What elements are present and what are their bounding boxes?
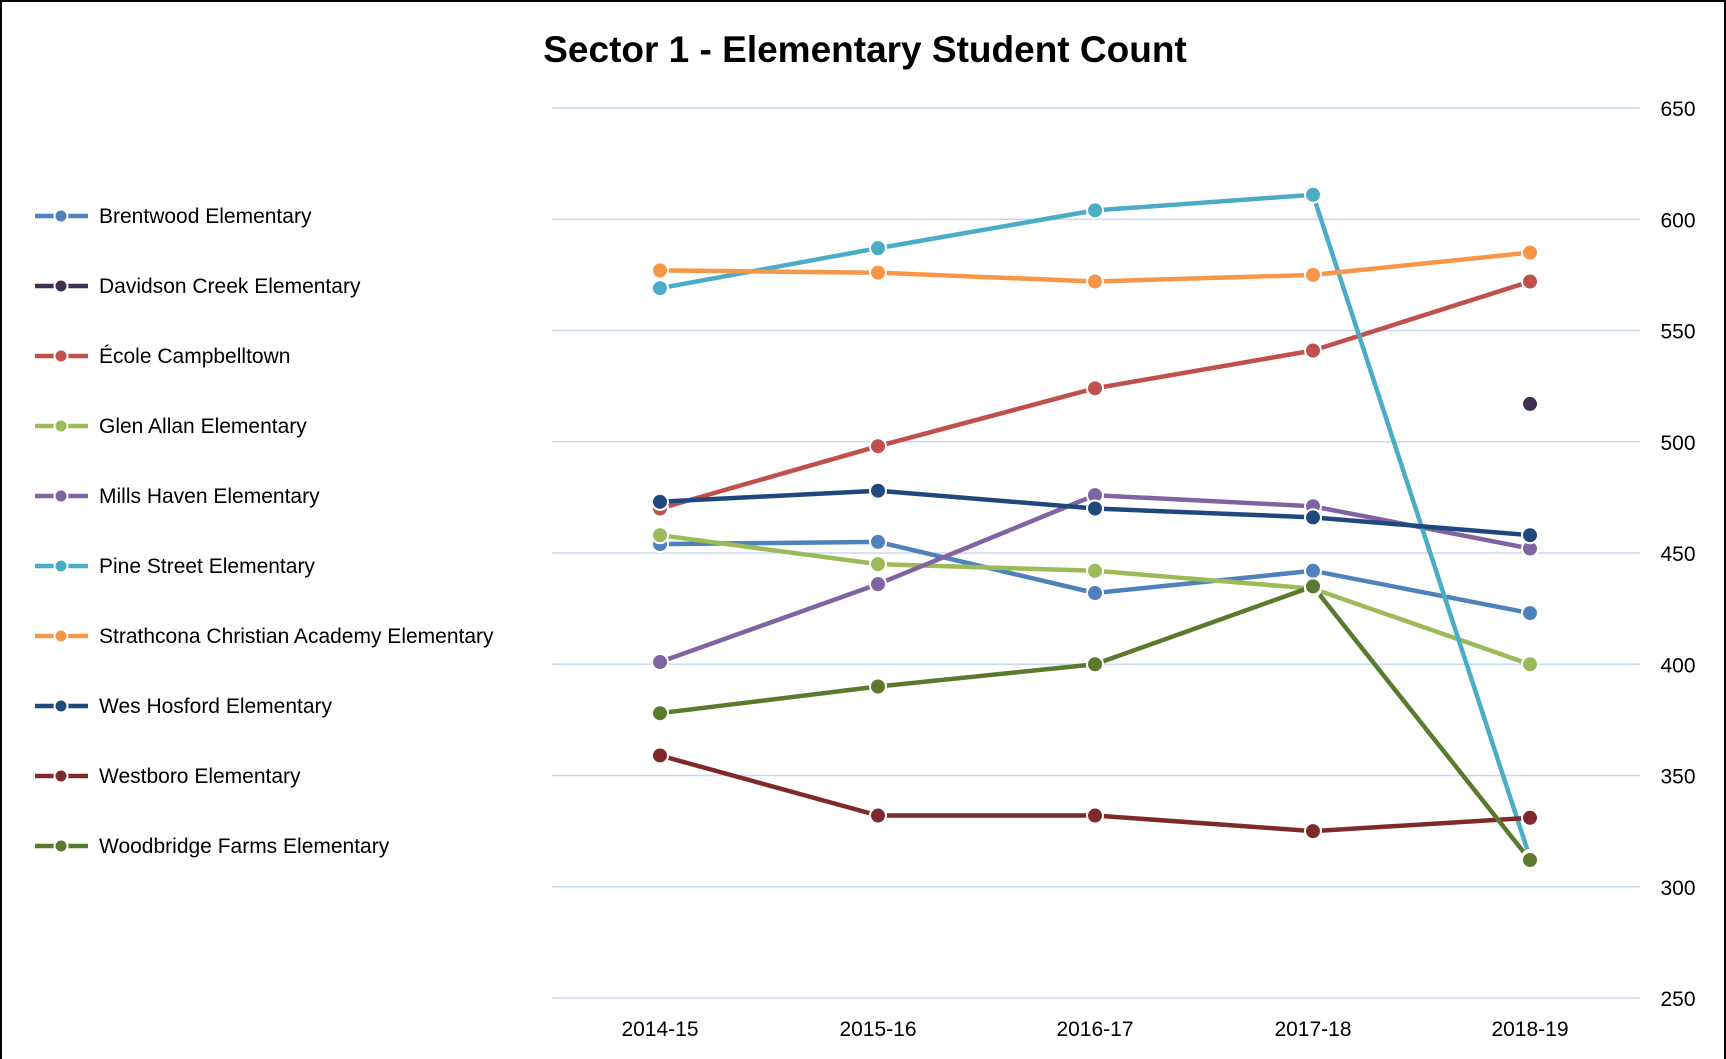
- data-point: [1086, 655, 1104, 674]
- data-point: [869, 263, 887, 282]
- series-points: [651, 185, 1539, 870]
- legend-item: École Campbelltown: [35, 345, 290, 368]
- data-point: [1304, 561, 1322, 580]
- legend-item: Glen Allan Elementary: [35, 415, 307, 438]
- data-point: [1304, 508, 1322, 527]
- legend-label: Pine Street Elementary: [99, 555, 315, 578]
- chart-title: Sector 1 - Elementary Student Count: [543, 29, 1187, 70]
- legend-marker: [53, 768, 69, 784]
- legend-label: Brentwood Elementary: [99, 205, 312, 228]
- data-point: [869, 575, 887, 594]
- data-point: [651, 492, 669, 511]
- y-tick-label: 350: [1660, 766, 1695, 789]
- gridlines: [552, 107, 1640, 999]
- legend-marker: [53, 838, 69, 854]
- data-point: [1304, 185, 1322, 204]
- data-point: [651, 653, 669, 672]
- data-point: [651, 704, 669, 723]
- y-tick-label: 600: [1660, 209, 1695, 232]
- legend-item: Woodbridge Farms Elementary: [35, 835, 390, 858]
- data-point: [1521, 851, 1539, 870]
- data-point: [1086, 379, 1104, 398]
- legend-label: École Campbelltown: [99, 345, 290, 368]
- data-point: [1521, 808, 1539, 827]
- x-tick-label: 2018-19: [1491, 1018, 1568, 1041]
- y-tick-label: 250: [1660, 988, 1695, 1011]
- data-point: [869, 532, 887, 551]
- data-point: [651, 279, 669, 298]
- data-point: [1304, 822, 1322, 841]
- x-tick-label: 2016-17: [1056, 1018, 1133, 1041]
- data-point: [869, 239, 887, 258]
- data-point: [869, 806, 887, 825]
- y-tick-label: 500: [1660, 432, 1695, 455]
- legend-item: Pine Street Elementary: [35, 555, 315, 578]
- data-point: [1304, 577, 1322, 596]
- legend-marker: [53, 558, 69, 574]
- data-point: [651, 746, 669, 765]
- legend-label: Strathcona Christian Academy Elementary: [99, 625, 494, 648]
- data-point: [1304, 341, 1322, 360]
- legend-marker: [53, 208, 69, 224]
- data-point: [651, 261, 669, 280]
- x-tick-label: 2015-16: [839, 1018, 916, 1041]
- legend-marker: [53, 418, 69, 434]
- y-tick-label: 650: [1660, 98, 1695, 121]
- data-point: [1521, 243, 1539, 262]
- legend: Brentwood Elementary Davidson Creek Eleme…: [35, 205, 494, 858]
- legend-label: Mills Haven Elementary: [99, 485, 320, 508]
- legend-item: Davidson Creek Elementary: [35, 275, 361, 298]
- data-point: [651, 526, 669, 545]
- data-point: [1086, 561, 1104, 580]
- data-point: [1086, 272, 1104, 291]
- legend-item: Westboro Elementary: [35, 765, 301, 788]
- x-axis-ticks: 2014-15 2015-16 2016-17 2017-18 2018-19: [621, 1018, 1568, 1041]
- data-point: [869, 555, 887, 574]
- data-point: [1521, 604, 1539, 623]
- data-point: [1521, 655, 1539, 674]
- y-tick-label: 400: [1660, 654, 1695, 677]
- data-point: [1521, 526, 1539, 545]
- data-point: [1521, 394, 1539, 413]
- legend-label: Davidson Creek Elementary: [99, 275, 361, 298]
- legend-marker: [53, 698, 69, 714]
- legend-marker: [53, 488, 69, 504]
- legend-label: Wes Hosford Elementary: [99, 695, 333, 718]
- x-tick-label: 2014-15: [621, 1018, 698, 1041]
- legend-label: Westboro Elementary: [99, 765, 301, 788]
- legend-label: Woodbridge Farms Elementary: [99, 835, 390, 858]
- legend-item: Wes Hosford Elementary: [35, 695, 333, 718]
- legend-marker: [53, 628, 69, 644]
- data-point: [869, 481, 887, 500]
- legend-item: Brentwood Elementary: [35, 205, 312, 228]
- y-tick-label: 300: [1660, 877, 1695, 900]
- data-point: [869, 437, 887, 456]
- legend-item: Strathcona Christian Academy Elementary: [35, 625, 494, 648]
- data-point: [1304, 265, 1322, 284]
- x-tick-label: 2017-18: [1274, 1018, 1351, 1041]
- legend-marker: [53, 348, 69, 364]
- data-point: [1521, 272, 1539, 291]
- data-point: [1086, 584, 1104, 603]
- data-point: [1086, 499, 1104, 518]
- legend-label: Glen Allan Elementary: [99, 415, 307, 438]
- data-point: [869, 677, 887, 696]
- data-point: [1086, 201, 1104, 220]
- y-tick-label: 550: [1660, 321, 1695, 344]
- y-axis-ticks: 250 300 350 400 450 500 550 600 650: [1660, 98, 1695, 1011]
- data-point: [1086, 806, 1104, 825]
- legend-item: Mills Haven Elementary: [35, 485, 320, 508]
- y-tick-label: 450: [1660, 543, 1695, 566]
- legend-marker: [53, 278, 69, 294]
